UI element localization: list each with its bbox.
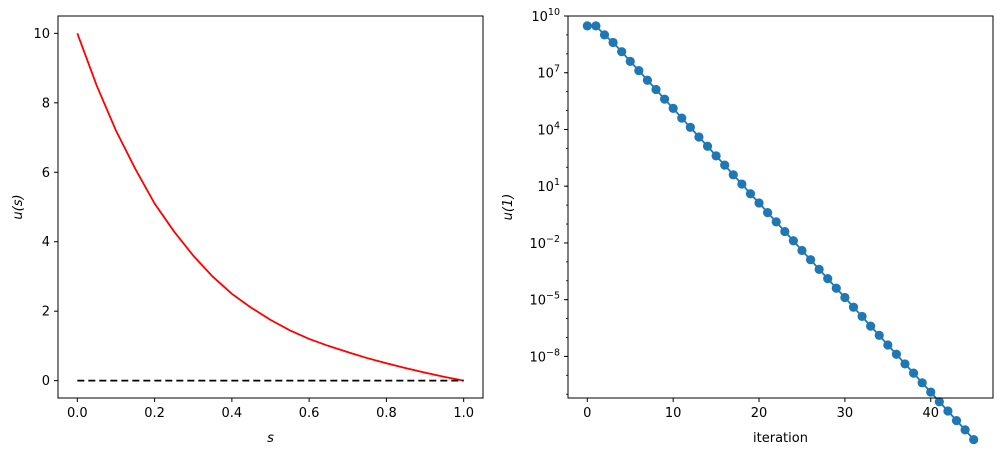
iteration-point xyxy=(934,397,944,407)
x-tick-label: 20 xyxy=(751,406,768,421)
y-tick-label: 10−5 xyxy=(529,291,560,309)
iteration-point xyxy=(728,170,738,180)
y-tick-label: 2 xyxy=(42,305,50,320)
right-plot-marks xyxy=(582,21,979,445)
x-tick-label: 0.4 xyxy=(222,406,243,421)
iteration-point xyxy=(874,330,884,340)
x-tick-label: 0.6 xyxy=(299,406,320,421)
y-tick-label: 10−8 xyxy=(529,347,560,365)
iteration-point xyxy=(891,349,902,359)
iteration-point xyxy=(866,321,876,331)
iteration-point xyxy=(737,179,747,189)
x-tick-label: 40 xyxy=(922,406,939,421)
iteration-point xyxy=(617,47,627,57)
iteration-point xyxy=(823,274,833,284)
y-tick-label: 10−2 xyxy=(529,234,560,252)
iteration-point xyxy=(908,368,919,378)
iteration-point xyxy=(685,122,695,132)
u-curve-line xyxy=(76,33,464,382)
iteration-point xyxy=(668,103,678,113)
x-tick-label: 0.8 xyxy=(376,406,397,421)
iteration-point xyxy=(754,198,764,208)
right-plot-y-axis-label: u(1) xyxy=(501,194,516,221)
right-plot: 0 10 20 30 40 1010 107 104 101 10−2 10−5 10−8 iter… xyxy=(501,7,994,446)
iteration-point xyxy=(694,132,704,142)
y-tick-label: 10 xyxy=(33,27,50,42)
x-tick-label: 30 xyxy=(837,406,854,421)
iteration-point xyxy=(599,30,610,40)
iteration-point xyxy=(917,378,927,388)
y-tick-label: 107 xyxy=(537,64,560,82)
iteration-point xyxy=(608,37,618,48)
iteration-point xyxy=(857,311,867,322)
iteration-point xyxy=(659,94,670,104)
y-tick-label: 101 xyxy=(537,177,560,195)
iteration-point xyxy=(951,416,962,426)
iteration-point xyxy=(814,264,824,274)
left-plot-frame xyxy=(57,15,484,399)
iteration-point xyxy=(926,387,936,397)
iteration-point xyxy=(771,217,781,227)
x-tick-label: 1.0 xyxy=(453,406,474,421)
iteration-point xyxy=(831,283,841,293)
left-plot-marks xyxy=(76,33,464,382)
iteration-point xyxy=(780,226,790,237)
iteration-point xyxy=(582,21,592,31)
iteration-point xyxy=(969,434,979,445)
iteration-point xyxy=(900,359,910,369)
x-tick-label: 0.0 xyxy=(67,406,88,421)
left-plot-x-axis-label: s xyxy=(267,431,274,446)
y-tick-label: 104 xyxy=(537,120,560,138)
iteration-point xyxy=(702,141,713,151)
y-tick-label: 6 xyxy=(42,166,50,181)
iteration-point xyxy=(943,406,953,416)
iteration-point xyxy=(840,292,850,303)
iteration-point xyxy=(788,236,798,246)
left-plot: 0.0 0.2 0.4 0.6 0.8 1.0 0 2 4 6 8 10 s u(s) xyxy=(11,15,484,446)
x-tick-label: 10 xyxy=(665,406,682,421)
iteration-point xyxy=(591,21,601,31)
y-tick-label: 8 xyxy=(42,96,50,111)
left-plot-y-axis-label: u(s) xyxy=(11,194,26,219)
iteration-point xyxy=(634,65,644,76)
left-plot-x-ticks: 0.0 0.2 0.4 0.6 0.8 1.0 xyxy=(67,398,474,421)
iteration-point xyxy=(745,189,756,199)
x-tick-label: 0 xyxy=(583,406,591,421)
y-tick-label: 0 xyxy=(42,374,50,389)
iteration-point xyxy=(677,113,687,123)
right-plot-frame xyxy=(567,15,994,399)
iteration-point xyxy=(883,340,893,350)
iteration-point xyxy=(642,75,653,85)
y-tick-label: 1010 xyxy=(531,7,560,25)
iteration-point xyxy=(848,302,859,312)
y-tick-label: 4 xyxy=(42,235,50,250)
left-plot-y-ticks: 0 2 4 6 8 10 xyxy=(33,27,58,389)
iteration-point xyxy=(711,151,721,161)
right-plot-x-ticks: 0 10 20 30 40 xyxy=(583,398,939,421)
iteration-point xyxy=(720,160,730,170)
iteration-point xyxy=(651,84,661,95)
right-plot-x-axis-label: iteration xyxy=(753,431,808,446)
iteration-point xyxy=(960,425,970,435)
iteration-point xyxy=(797,245,807,256)
iteration-point xyxy=(805,255,816,265)
iteration-point xyxy=(625,56,635,66)
iteration-point xyxy=(763,208,773,218)
iteration-line xyxy=(587,24,975,441)
right-plot-y-ticks: 1010 107 104 101 10−2 10−5 10−8 xyxy=(529,7,568,395)
x-tick-label: 0.2 xyxy=(144,406,165,421)
